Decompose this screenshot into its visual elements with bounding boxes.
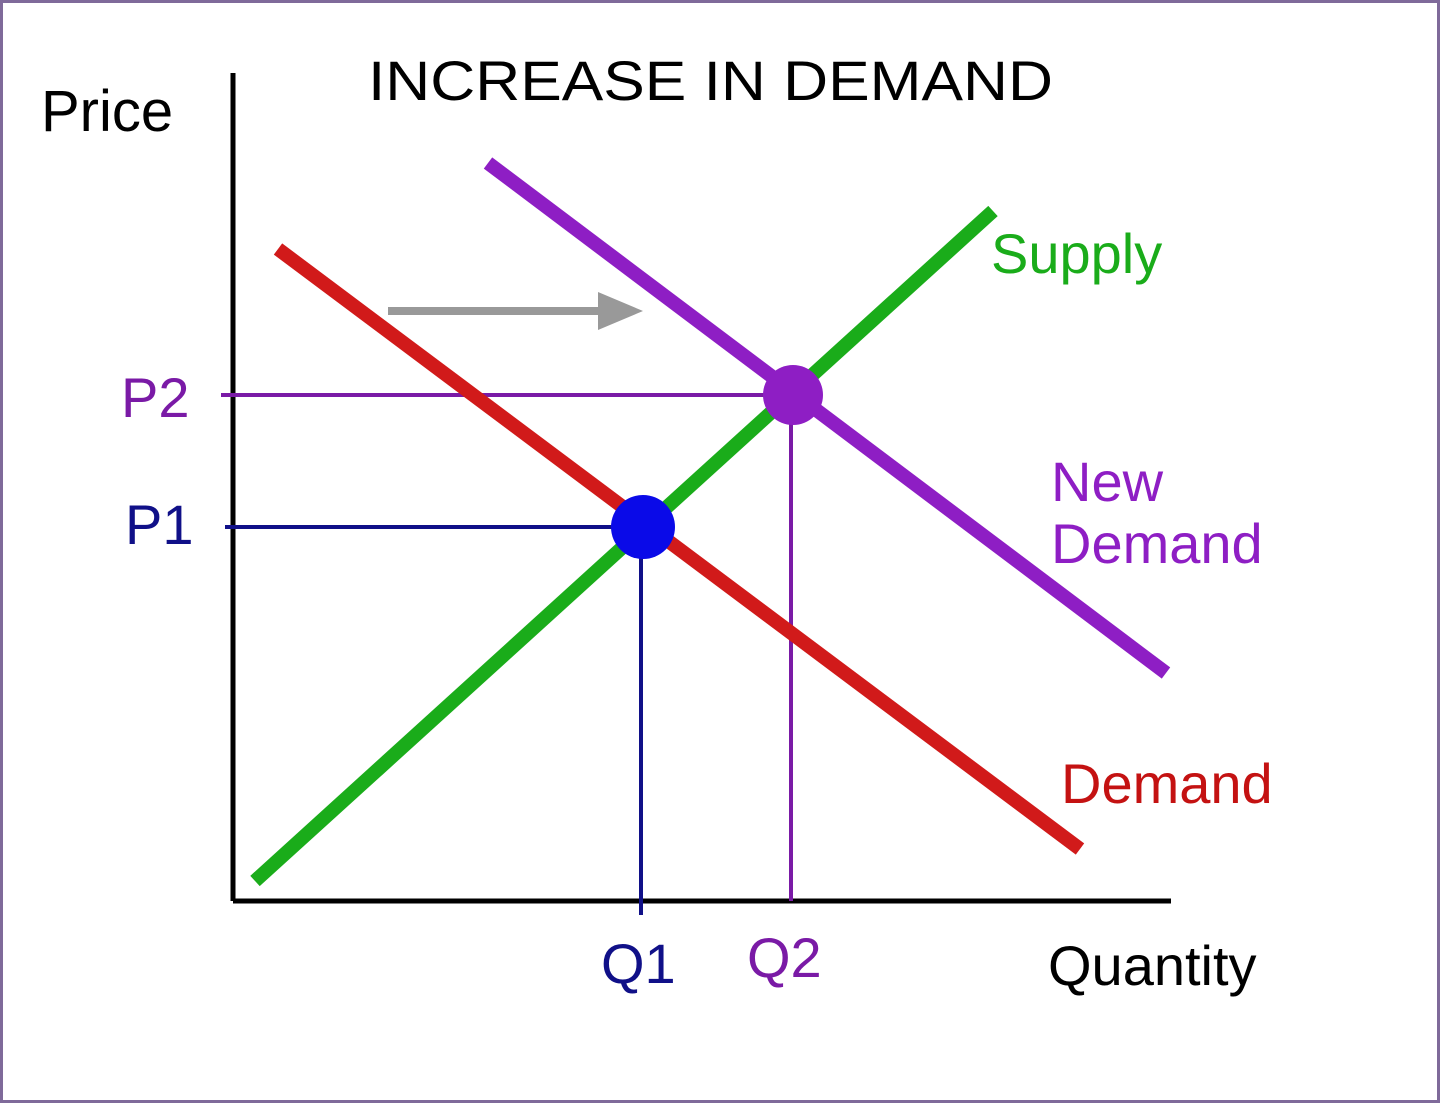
new-demand-curve bbox=[483, 157, 1171, 679]
new-equilibrium-point bbox=[763, 365, 823, 425]
new-demand-label-line1: New bbox=[1051, 450, 1164, 513]
demand-label: Demand bbox=[1061, 752, 1273, 815]
q1-tick-label: Q1 bbox=[601, 932, 676, 995]
y-axis-label: Price bbox=[41, 79, 173, 144]
demand-curve bbox=[273, 243, 1085, 855]
q2-tick-label: Q2 bbox=[747, 926, 822, 989]
right-arrow-icon bbox=[388, 292, 643, 330]
diagram-title: INCREASE IN DEMAND bbox=[368, 49, 1053, 112]
x-axis-label: Quantity bbox=[1048, 934, 1257, 997]
new-demand-label-line2: Demand bbox=[1051, 512, 1263, 575]
p1-tick-label: P1 bbox=[125, 493, 194, 556]
supply-label: Supply bbox=[991, 222, 1162, 285]
supply-demand-diagram: INCREASE IN DEMAND Price Quantity Supply… bbox=[41, 49, 1273, 997]
original-equilibrium-point bbox=[611, 495, 675, 559]
p2-tick-label: P2 bbox=[121, 366, 190, 429]
